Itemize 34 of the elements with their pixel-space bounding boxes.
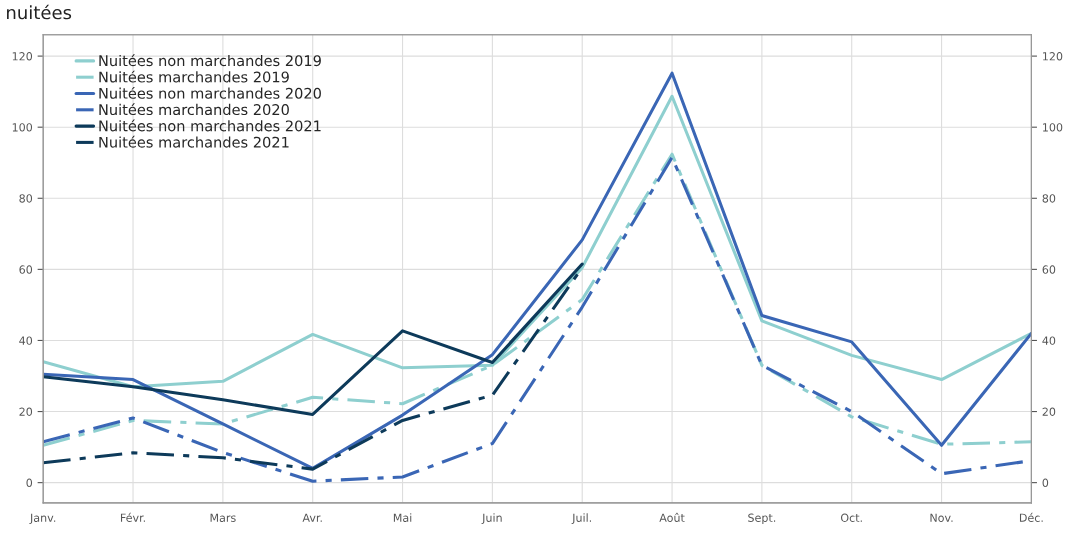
- y-tick-label: 0: [26, 478, 33, 488]
- x-tick-label: Déc.: [1019, 512, 1043, 522]
- y2-tick-label: 80: [1042, 194, 1056, 203]
- x-tick-label: Juil.: [571, 513, 592, 524]
- x-tick-label: Août: [659, 512, 685, 522]
- x-tick-label: Sept.: [748, 513, 776, 525]
- y2-tick-label: 0: [1042, 478, 1049, 488]
- legend-label: Nuitées marchandes 2020: [99, 103, 289, 116]
- y-tick-label: 120: [12, 52, 33, 61]
- x-tick-label: Nov.: [930, 513, 953, 522]
- x-tick-label: Mai: [393, 513, 412, 522]
- line-series: [43, 71, 1032, 470]
- y2-tick-label: 20: [1042, 407, 1056, 416]
- y2-tick-label: 120: [1043, 52, 1063, 61]
- legend-label: Nuitées marchandes 2021: [99, 135, 289, 148]
- y2-tick-label: 40: [1042, 336, 1056, 345]
- x-tick-label: Oct.: [840, 513, 862, 522]
- y2-tick-label: 100: [1043, 123, 1063, 132]
- legend-label: Nuitées non marchandes 2020: [99, 86, 321, 99]
- x-tick-label: Mars: [210, 513, 236, 522]
- y-tick-label: 100: [12, 123, 33, 132]
- y2-tick-label: 60: [1042, 265, 1056, 274]
- y-tick-label: 40: [19, 336, 33, 345]
- legend-label: Nuitées non marchandes 2021: [99, 119, 321, 132]
- x-tick-label: Juin: [481, 513, 502, 524]
- y-tick-label: 20: [19, 407, 33, 416]
- legend-label: Nuitées marchandes 2019: [99, 70, 289, 83]
- chart-title: nuitées: [7, 4, 72, 20]
- x-tick-label: Janv.: [29, 513, 56, 524]
- x-tick-label: Févr.: [120, 512, 145, 522]
- y-tick-label: 80: [19, 194, 33, 203]
- legend-label: Nuitées non marchandes 2019: [99, 54, 321, 67]
- y-tick-label: 60: [19, 265, 33, 274]
- x-tick-label: Avr.: [302, 513, 322, 522]
